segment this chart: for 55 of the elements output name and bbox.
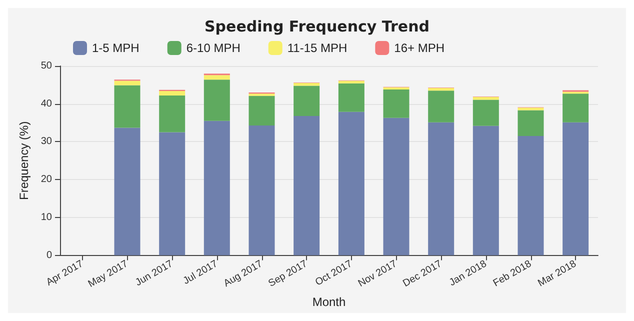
- chart-title: Speeding Frequency Trend: [204, 18, 430, 36]
- x-tick-label: Feb 2018: [491, 258, 534, 290]
- bar: [204, 75, 230, 80]
- bar: [562, 94, 589, 122]
- y-tick-label: 40: [40, 98, 52, 110]
- bar: [518, 110, 544, 136]
- bar: [159, 90, 186, 96]
- y-tick-label: 20: [40, 174, 52, 186]
- x-tick-label: Nov 2017: [356, 258, 400, 290]
- x-tick-label: Aug 2017: [222, 258, 265, 290]
- bar: [518, 136, 544, 256]
- bar: [472, 100, 499, 126]
- bar: [204, 80, 230, 121]
- x-tick-label: Mar 2018: [536, 258, 579, 290]
- bar: [159, 96, 186, 132]
- bar: [428, 88, 454, 91]
- bar: [428, 122, 454, 256]
- bar: [383, 89, 410, 118]
- y-tick-label: 30: [40, 136, 52, 148]
- legend-label: 16+ MPH: [394, 41, 445, 55]
- x-axis-title: Month: [312, 295, 346, 309]
- y-tick-label: 10: [40, 212, 52, 223]
- x-tick-label: Jan 2018: [448, 258, 490, 289]
- bar: [472, 97, 499, 100]
- bar: [294, 116, 320, 256]
- legend-label: 1-5 MPH: [92, 41, 140, 55]
- x-tick-label: Sep 2017: [266, 258, 310, 290]
- x-tick-label: Apr 2017: [44, 258, 86, 288]
- bar: [248, 96, 275, 126]
- bar: [338, 80, 364, 84]
- bar: [294, 86, 320, 116]
- legend-label: 11-15 MPH: [287, 41, 348, 55]
- bar: [248, 125, 275, 256]
- y-tick-label: 50: [40, 60, 52, 72]
- bar: [472, 126, 499, 256]
- x-tick-label: Oct 2017: [314, 258, 355, 288]
- bar: [114, 128, 140, 256]
- y-axis-title: Frequency (%): [16, 121, 31, 200]
- bar: [204, 120, 230, 256]
- y-tick-label: 0: [46, 250, 52, 261]
- bar: [114, 85, 140, 128]
- bar: [428, 90, 454, 122]
- bar: [114, 80, 140, 86]
- bar: [294, 83, 320, 86]
- bar: [338, 83, 364, 112]
- bar: [383, 118, 410, 256]
- bar: [338, 112, 364, 256]
- bar: [159, 132, 186, 256]
- legend-label: 6-10 MPH: [186, 41, 240, 55]
- x-tick-label: Jul 2017: [181, 258, 220, 287]
- bar: [518, 108, 544, 110]
- x-tick-label: May 2017: [86, 258, 130, 290]
- x-tick-label: Dec 2017: [401, 258, 444, 290]
- x-tick-label: Jun 2017: [134, 258, 176, 289]
- bar: [562, 122, 589, 256]
